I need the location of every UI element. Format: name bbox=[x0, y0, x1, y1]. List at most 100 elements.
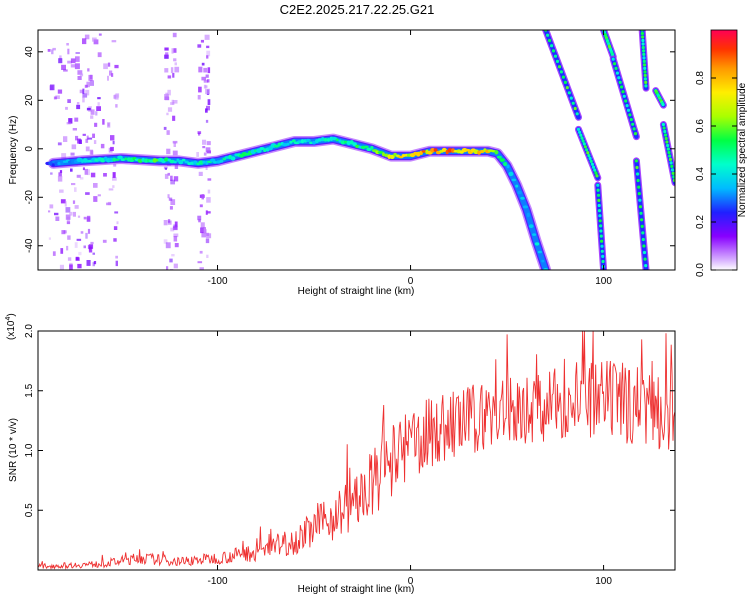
noise-speck bbox=[70, 152, 75, 156]
noise-speck bbox=[166, 130, 170, 135]
noise-speck bbox=[207, 189, 211, 194]
trace-blob bbox=[124, 157, 128, 161]
trace-blob bbox=[534, 242, 540, 246]
aliased-trace-blob bbox=[587, 154, 591, 158]
aliased-trace-blob bbox=[600, 239, 604, 243]
noise-speck bbox=[92, 133, 95, 138]
noise-speck bbox=[93, 261, 97, 265]
noise-speck bbox=[165, 52, 169, 57]
noise-speck bbox=[66, 122, 71, 125]
noise-speck bbox=[66, 245, 69, 251]
noise-speck bbox=[198, 86, 202, 93]
noise-speck bbox=[196, 152, 199, 157]
noise-speck bbox=[114, 64, 119, 69]
noise-speck bbox=[167, 194, 170, 199]
aliased-trace-blob bbox=[579, 133, 583, 137]
noise-speck bbox=[67, 257, 72, 261]
aliased-trace-blob bbox=[596, 183, 600, 187]
noise-speck bbox=[63, 136, 68, 142]
trace-blob bbox=[393, 152, 397, 157]
aliased-trace-blob bbox=[581, 139, 585, 143]
trace-blob bbox=[263, 148, 267, 153]
noise-speck bbox=[93, 183, 98, 188]
aliased-trace-blob bbox=[622, 94, 626, 98]
noise-speck bbox=[170, 67, 174, 74]
noise-speck bbox=[107, 62, 111, 67]
noise-speck bbox=[113, 226, 118, 230]
trace-blob bbox=[520, 196, 525, 200]
noise-speck bbox=[112, 172, 116, 178]
noise-speck bbox=[205, 238, 210, 244]
noise-speck bbox=[89, 80, 94, 86]
noise-speck bbox=[87, 68, 90, 72]
noise-speck bbox=[55, 216, 60, 221]
colorbar: 0.0 0.2 0.4 0.6 0.8 Normalized spectral ampl… bbox=[695, 29, 748, 277]
aliased-trace-blob bbox=[576, 127, 581, 131]
spectrogram-xlabel: Height of straight line (km) bbox=[298, 286, 415, 297]
noise-speck bbox=[67, 235, 71, 240]
aliased-trace-blob bbox=[641, 42, 645, 46]
aliased-trace-blob bbox=[624, 99, 628, 103]
aliased-trace-blob bbox=[665, 140, 669, 144]
aliased-trace-blob bbox=[593, 168, 597, 172]
snr-line bbox=[38, 331, 675, 570]
noise-speck bbox=[114, 94, 119, 100]
noise-speck bbox=[172, 140, 178, 144]
noise-speck bbox=[205, 88, 210, 95]
trace-blob bbox=[305, 138, 311, 142]
noise-speck bbox=[207, 211, 211, 214]
noise-speck bbox=[207, 79, 210, 83]
noise-speck bbox=[89, 74, 93, 79]
aliased-trace-blob bbox=[643, 77, 648, 81]
noise-speck bbox=[53, 96, 57, 100]
colorbar-gradient bbox=[710, 29, 738, 271]
noise-speck bbox=[65, 214, 71, 220]
aliased-trace-blob bbox=[565, 86, 569, 90]
aliased-trace-blob bbox=[638, 205, 643, 209]
noise-speck bbox=[75, 257, 80, 261]
noise-speck bbox=[89, 149, 94, 155]
aliased-trace-blob bbox=[639, 211, 643, 215]
noise-speck bbox=[92, 37, 97, 42]
noise-speck bbox=[166, 266, 169, 270]
noise-speck bbox=[76, 238, 82, 241]
noise-speck bbox=[82, 167, 85, 171]
aliased-trace-blob bbox=[643, 66, 647, 70]
aliased-trace-blob bbox=[548, 38, 552, 43]
aliased-trace-blob bbox=[642, 59, 646, 64]
trace-blob bbox=[479, 149, 485, 154]
noise-speck bbox=[74, 242, 78, 248]
aliased-trace bbox=[600, 30, 617, 61]
noise-speck bbox=[202, 139, 207, 145]
noise-speck bbox=[170, 175, 173, 181]
noise-speck bbox=[206, 45, 210, 49]
noise-speck bbox=[71, 144, 77, 150]
aliased-trace-blob bbox=[662, 126, 666, 130]
trace-blob bbox=[522, 205, 529, 209]
aliased-trace-blob bbox=[569, 96, 573, 100]
noise-speck bbox=[113, 94, 116, 99]
noise-speck bbox=[113, 163, 117, 167]
noise-speck bbox=[108, 188, 114, 191]
aliased-trace-blob bbox=[561, 75, 566, 79]
aliased-trace-blob bbox=[590, 162, 595, 166]
noise-speck bbox=[85, 232, 88, 239]
trace-blob bbox=[494, 150, 499, 155]
aliased-trace-blob bbox=[555, 59, 560, 64]
noise-speck bbox=[63, 69, 68, 72]
noise-speck bbox=[96, 106, 101, 111]
noise-speck bbox=[83, 245, 86, 249]
noise-speck bbox=[50, 84, 55, 91]
y-tick-label: -40 bbox=[24, 238, 35, 253]
aliased-trace-blob bbox=[643, 70, 647, 74]
aliased-trace-blob bbox=[598, 214, 602, 218]
noise-speck bbox=[197, 261, 203, 264]
aliased-trace-blob bbox=[546, 33, 550, 37]
trace-blob bbox=[335, 138, 339, 142]
trace-blob bbox=[370, 145, 374, 150]
noise-speck bbox=[106, 202, 111, 206]
trace-blob bbox=[377, 151, 384, 154]
aliased-trace-blob bbox=[642, 52, 646, 57]
noise-speck bbox=[86, 135, 89, 140]
noise-speck bbox=[69, 264, 73, 270]
